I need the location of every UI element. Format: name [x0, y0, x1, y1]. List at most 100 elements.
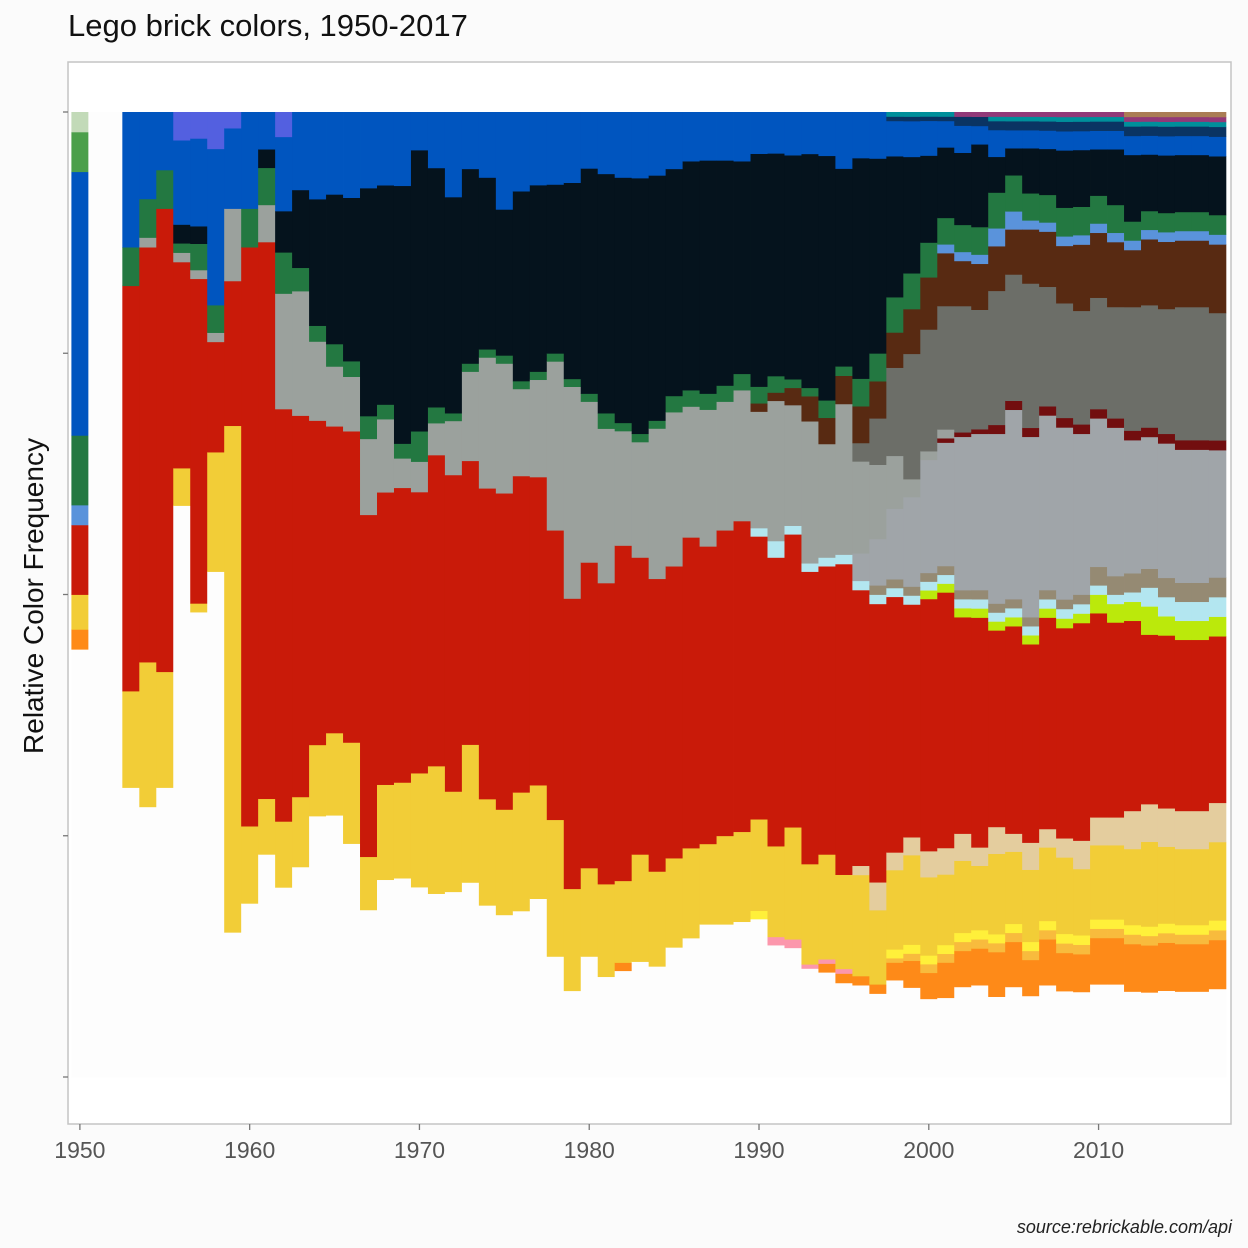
bar-segment-dark_turquoise-2017	[1208, 121, 1227, 128]
bar-segment-red-2015	[1174, 639, 1193, 812]
bar-segment-red-1982	[614, 545, 633, 882]
bar-segment-green-1999	[903, 273, 921, 310]
bar-segment-blue-2005	[1005, 130, 1023, 149]
bar-segment-light_gray-1976	[512, 388, 531, 477]
bar-segment-black-1972	[444, 196, 463, 414]
bar-segment-black-1956	[173, 224, 191, 244]
bar-segment-bright_light_orange-2017	[1208, 930, 1227, 941]
bar-segment-royal_blue-1962	[275, 112, 293, 138]
bar-segment-green-2000	[920, 242, 938, 278]
bar-segment-dark_red-2010	[1090, 408, 1108, 419]
bar-segment-yellow-1950	[71, 594, 89, 630]
bar-segment-light_gray-1975	[495, 363, 514, 494]
bar-segment-medium_nougat-2017	[1208, 112, 1227, 118]
bar-segment-light_gray-1987	[699, 409, 717, 547]
bar-segment-light_bluish_gray-2005	[1005, 409, 1023, 600]
x-tick-label-1980: 1980	[564, 1137, 615, 1163]
bar-segment-white-2001	[937, 997, 955, 1078]
bar-segment-red-2008	[1056, 627, 1074, 839]
bar-segment-black-1966	[343, 197, 361, 362]
bar-segment-blue-2004	[988, 129, 1006, 158]
bar-segment-yellow-2001	[937, 874, 955, 946]
bar-segment-light_aqua-2012	[1124, 592, 1142, 603]
bar-segment-white-1968	[377, 879, 395, 1078]
bar-segment-blue-1985	[665, 112, 684, 170]
bar-segment-light_gray-1964	[309, 341, 327, 421]
bar-segment-white-1993	[801, 968, 819, 1078]
bar-segment-blue-1996	[852, 112, 870, 159]
bar-segment-bright_light_orange-2009	[1073, 944, 1091, 955]
bar-segment-reddish_brown-2013	[1141, 239, 1159, 306]
bar-segment-light_aqua-1994	[818, 557, 836, 567]
bar-segment-green-1993	[801, 387, 819, 397]
bar-segment-green-1978	[546, 353, 565, 362]
bar-segment-yellow-2008	[1056, 857, 1074, 935]
bar-segment-medium_blue-2015	[1174, 230, 1193, 241]
bar-segment-black-2007	[1039, 148, 1057, 196]
bar-segment-green-1974	[478, 349, 497, 358]
bar-segment-dark_blue-2012	[1124, 126, 1142, 137]
x-tick-label-1970: 1970	[394, 1137, 445, 1163]
chart-title: Lego brick colors, 1950-2017	[68, 8, 468, 43]
bar-segment-red-2013	[1141, 634, 1159, 805]
bar-segment-white-2012	[1124, 991, 1142, 1078]
bar-segment-bright_green-1950	[71, 131, 89, 173]
x-tick-label-2010: 2010	[1073, 1137, 1124, 1163]
bar-segment-dark_bluish_gray-2009	[1073, 310, 1091, 425]
bar-segment-black-2011	[1107, 149, 1125, 206]
bar-segment-white-1986	[682, 937, 700, 1078]
bar-segment-black-1975	[495, 209, 514, 356]
bar-segment-yellow-2009	[1073, 868, 1091, 936]
bar-segment-medium_blue-2016	[1191, 230, 1210, 241]
bar-segment-reddish_brown-2014	[1157, 241, 1176, 310]
bar-segment-light_aqua-1999	[903, 595, 921, 605]
bar-segment-bright_light_yellow-1999	[903, 944, 921, 954]
bar-segment-light_gray-1994	[818, 443, 836, 558]
bar-segment-black-1973	[461, 168, 480, 364]
bar-segment-red-1975	[495, 493, 514, 810]
bar-segment-orange-2003	[971, 948, 989, 986]
bar-segment-dark_red-2007	[1039, 406, 1057, 416]
bar-segment-orange-2001	[937, 962, 955, 999]
bar-segment-yellow-1994	[818, 854, 836, 960]
bar-segment-red-1980	[580, 562, 599, 869]
bar-segment-bright_light_yellow-2009	[1073, 935, 1091, 945]
bar-segment-medium_blue-2003	[971, 254, 989, 265]
bar-segment-black-1984	[648, 175, 667, 421]
bar-segment-red-2005	[1005, 626, 1023, 834]
x-tick-label-2000: 2000	[903, 1137, 954, 1163]
bar-segment-yellow-1966	[343, 742, 361, 844]
bar-segment-light_aqua-2010	[1090, 585, 1108, 595]
bar-segment-lime-2004	[988, 621, 1006, 631]
bar-segment-light_gray-1973	[461, 371, 480, 462]
bar-segment-light_gray-1986	[682, 406, 700, 538]
bar-segment-tan-2011	[1107, 817, 1125, 846]
bar-segment-bright_light_yellow-2017	[1208, 920, 1227, 931]
bar-segment-light_aqua-1991	[767, 540, 785, 558]
bar-segment-green-1967	[360, 415, 378, 440]
bar-segment-yellow-2013	[1141, 841, 1159, 927]
bar-segment-medium_blue-2004	[988, 228, 1006, 247]
bar-segment-bright_light_yellow-2014	[1157, 923, 1176, 934]
bar-segment-dark_turquoise-1999	[903, 112, 921, 117]
bar-segment-blue-1954	[139, 112, 157, 200]
bar-segment-dark_bluish_gray-2013	[1141, 305, 1159, 428]
bar-segment-tan-2005	[1005, 833, 1023, 852]
bar-segment-yellow-1957	[190, 603, 208, 613]
bar-segment-white-1979	[563, 990, 582, 1078]
bar-segment-red-1972	[444, 474, 463, 792]
bar-segment-yellow-2007	[1039, 847, 1057, 922]
bar-segment-reddish_brown-1991	[767, 392, 785, 402]
bar-segment-light_bluish_gray-2016	[1191, 449, 1210, 584]
bar-segment-black-1994	[818, 155, 836, 401]
bar-segment-orange-2010	[1090, 937, 1108, 985]
bar-segment-black-1988	[716, 160, 734, 386]
bar-segment-dark_bluish_gray-2008	[1056, 303, 1074, 419]
bar-segment-white-1965	[326, 815, 344, 1078]
bar-segment-green-2014	[1157, 212, 1176, 233]
bar-segment-blue-2009	[1073, 130, 1091, 151]
bar-segment-bright_light_orange-2000	[920, 963, 938, 974]
bar-segment-magenta-2012	[1124, 116, 1142, 122]
bar-segment-yellow-1967	[360, 856, 378, 911]
bar-segment-dark_bluish_gray-2006	[1022, 283, 1040, 429]
